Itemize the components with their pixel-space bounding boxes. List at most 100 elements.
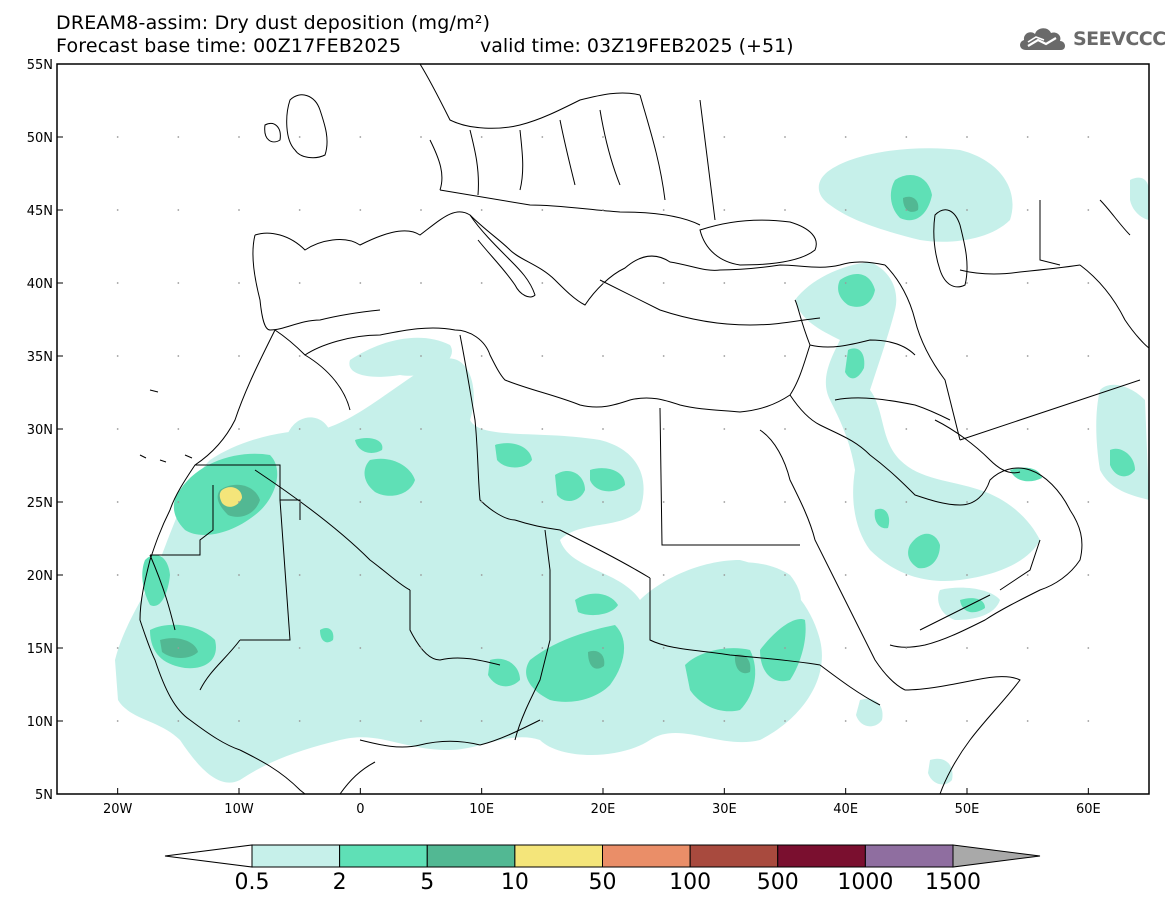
- colorbar-label: 1500: [925, 870, 981, 895]
- graticule-dot: [602, 501, 604, 503]
- graticule-dot: [116, 574, 119, 576]
- graticule-dot: [966, 355, 968, 357]
- graticule-dot: [480, 428, 483, 430]
- graticule-dot: [359, 574, 362, 576]
- graticule-dot: [298, 136, 301, 138]
- colorbar-swatch: [777, 844, 866, 868]
- lon-label: 60E: [1076, 802, 1101, 817]
- graticule-dot: [784, 501, 786, 503]
- graticule-dot: [116, 355, 119, 357]
- graticule-dot: [177, 136, 180, 138]
- graticule-dot: [359, 355, 362, 357]
- graticule-dot: [662, 355, 665, 357]
- lon-label: 10W: [224, 802, 254, 817]
- graticule-dot: [480, 501, 483, 503]
- graticule-dot: [844, 209, 847, 211]
- graticule-dot: [238, 282, 240, 284]
- graticule-dot: [480, 136, 483, 138]
- graticule-dot: [238, 720, 240, 722]
- colorbar-label: 10: [501, 870, 529, 895]
- logo-text: SEEVCCC: [1073, 28, 1165, 50]
- graticule-dot: [116, 136, 119, 138]
- graticule-dot: [784, 647, 786, 649]
- graticule-dot: [844, 501, 847, 503]
- graticule-dot: [723, 720, 726, 722]
- lon-label: 0: [356, 802, 364, 817]
- graticule-dot: [662, 428, 665, 430]
- graticule-dot: [966, 647, 968, 649]
- graticule-dot: [298, 720, 301, 722]
- graticule-dot: [359, 501, 362, 503]
- graticule-dot: [541, 574, 544, 576]
- graticule-dot: [1087, 282, 1090, 284]
- graticule-dot: [359, 209, 362, 211]
- graticule-dot: [662, 282, 665, 284]
- graticule-dot: [966, 501, 968, 503]
- contour-level-2-5: [142, 175, 1135, 712]
- graticule-dot: [723, 647, 726, 649]
- graticule-dot: [541, 428, 544, 430]
- graticule-dot: [541, 136, 544, 138]
- longitude-axis: 20W 10W 0 10E 20E 30E 40E 50E 60E: [103, 788, 1101, 817]
- graticule-dot: [723, 136, 726, 138]
- graticule-dot: [1026, 355, 1029, 357]
- graticule-dot: [298, 209, 301, 211]
- colorbar-swatch: [339, 844, 428, 868]
- graticule-dot: [177, 720, 180, 722]
- graticule-dot: [116, 209, 119, 211]
- graticule-dot: [238, 209, 240, 211]
- graticule-dot: [1087, 428, 1090, 430]
- graticule-dot: [420, 720, 422, 722]
- graticule-dot: [723, 355, 726, 357]
- colorbar-swatch: [426, 844, 516, 868]
- deposition-contours: [115, 148, 1149, 785]
- lat-label: 25N: [27, 496, 53, 511]
- cloud-icon: [1020, 28, 1066, 50]
- graticule-dot: [844, 574, 847, 576]
- graticule-dot: [662, 136, 665, 138]
- graticule-dot: [359, 136, 362, 138]
- graticule-dot: [359, 428, 362, 430]
- lon-label: 10E: [469, 802, 494, 817]
- graticule-dot: [177, 282, 180, 284]
- graticule-dot: [1087, 501, 1090, 503]
- latitude-axis: 55N 50N 45N 40N 35N 30N 25N 20N 15N 10N 5N: [27, 58, 63, 803]
- graticule-dot: [844, 355, 847, 357]
- lat-label: 20N: [27, 569, 53, 584]
- graticule-dot: [784, 720, 786, 722]
- graticule-dot: [966, 282, 968, 284]
- graticule-dot: [662, 720, 665, 722]
- graticule-dot: [420, 647, 422, 649]
- graticule-dot: [541, 720, 544, 722]
- contour-level-0.5-2: [115, 148, 1149, 785]
- graticule-dot: [298, 428, 301, 430]
- graticule-dot: [298, 647, 301, 649]
- graticule-dot: [480, 720, 483, 722]
- graticule-dot: [541, 282, 544, 284]
- lon-label: 30E: [712, 802, 737, 817]
- graticule-dot: [420, 355, 422, 357]
- graticule-dot: [177, 647, 180, 649]
- graticule-dot: [844, 647, 847, 649]
- graticule-dot: [1087, 209, 1090, 211]
- graticule-dot: [905, 209, 908, 211]
- contour-level-10-50: [219, 487, 242, 507]
- graticule-dot: [602, 355, 604, 357]
- graticule-dot: [723, 501, 726, 503]
- graticule-dot: [723, 209, 726, 211]
- graticule-dot: [1087, 136, 1090, 138]
- map-title: DREAM8-assim: Dry dust deposition (mg/m²…: [56, 12, 491, 34]
- graticule-dot: [1087, 720, 1090, 722]
- graticule-dot: [480, 209, 483, 211]
- graticule-dot: [298, 574, 301, 576]
- graticule-dot: [298, 282, 301, 284]
- lon-label: 40E: [833, 802, 858, 817]
- graticule-dot: [177, 501, 180, 503]
- graticule-dot: [359, 720, 362, 722]
- graticule-dot: [844, 428, 847, 430]
- graticule-dot: [844, 136, 847, 138]
- graticule-dot: [1026, 720, 1029, 722]
- graticule-dot: [905, 136, 908, 138]
- graticule-dot: [905, 720, 908, 722]
- graticule-dot: [238, 136, 240, 138]
